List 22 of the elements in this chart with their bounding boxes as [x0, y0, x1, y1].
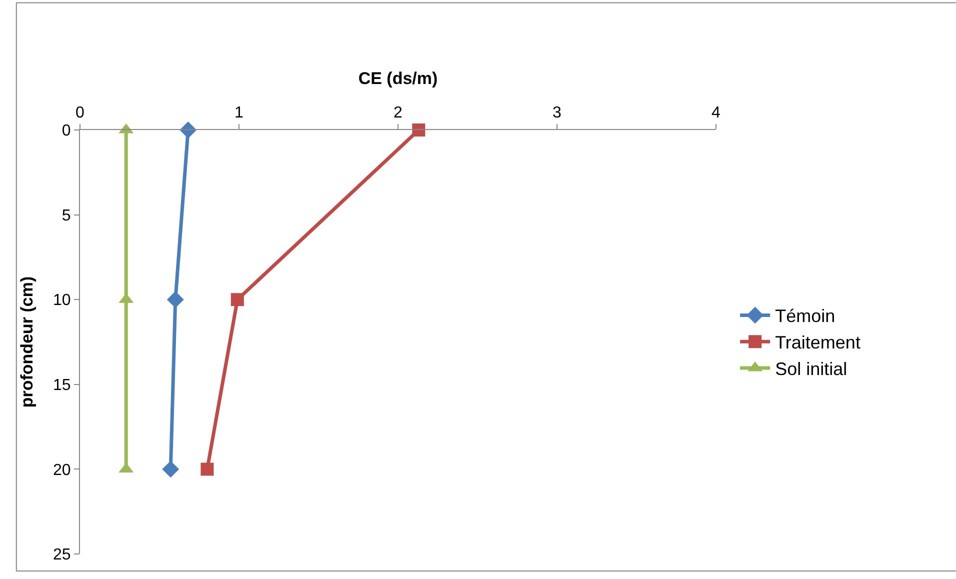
legend-label: Traitement [775, 332, 860, 353]
point [162, 460, 180, 478]
point [180, 122, 197, 138]
point [230, 293, 244, 306]
x-tick-label: 0 [76, 104, 85, 122]
x-axis-title: CE (ds/m) [358, 69, 438, 88]
x-tick-label: 2 [394, 104, 403, 122]
y-tick-label: 15 [53, 377, 71, 394]
legend-label: Témoin [775, 306, 836, 326]
point [412, 124, 426, 136]
x-tick-label: 4 [712, 104, 721, 122]
y-tick-label: 5 [62, 207, 71, 224]
point [200, 462, 214, 476]
legend-label: Sol initial [775, 359, 848, 380]
y-tick-label: 10 [53, 292, 71, 310]
y-tick-label: 20 [53, 462, 71, 479]
y-axis-title: profondeur (cm) [18, 276, 37, 408]
y-tick-label: 0 [62, 122, 71, 140]
x-tick-label: 3 [552, 104, 562, 122]
x-tick-label: 1 [234, 104, 244, 122]
point [166, 291, 184, 308]
y-tick-label: 25 [53, 546, 71, 564]
